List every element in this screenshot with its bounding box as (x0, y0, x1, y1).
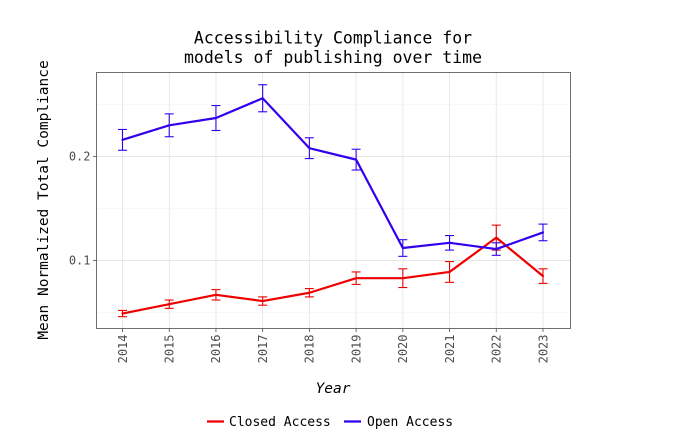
x-tick-label: 2020 (396, 335, 410, 364)
x-tick-label: 2015 (163, 335, 177, 364)
plot-panel-border (96, 72, 571, 329)
chart-title-line-1: Accessibility Compliance for (194, 29, 472, 48)
series-line-closed-access (121, 236, 545, 315)
x-tick-label: 2018 (303, 335, 317, 364)
y-axis-title: Mean Normalized Total Compliance (36, 60, 52, 339)
x-tick-label: 2016 (209, 335, 223, 364)
x-axis-title: Year (316, 381, 351, 397)
x-tick-label: 2017 (256, 335, 270, 364)
y-tick-label: 0.2 (69, 150, 91, 164)
x-tick-label: 2022 (490, 335, 504, 364)
series-lines (121, 97, 545, 315)
x-tick-label: 2019 (349, 335, 363, 364)
legend-label-open-access: Open Access (367, 415, 453, 430)
x-tick-label: 2014 (116, 335, 130, 364)
y-tick-label: 0.1 (69, 254, 91, 268)
chart-title-line-2: models of publishing over time (184, 48, 482, 67)
legend-label-closed-access: Closed Access (229, 415, 331, 430)
series-line-open-access (121, 97, 545, 251)
x-tick-label: 2021 (443, 335, 457, 364)
x-tick-label: 2023 (536, 335, 550, 364)
axis-ticks: 0.1 0.2 2014 2015 2016 2017 2018 2019 2020 2021 20… (69, 150, 550, 364)
legend: Closed Access Open Access (207, 415, 453, 430)
